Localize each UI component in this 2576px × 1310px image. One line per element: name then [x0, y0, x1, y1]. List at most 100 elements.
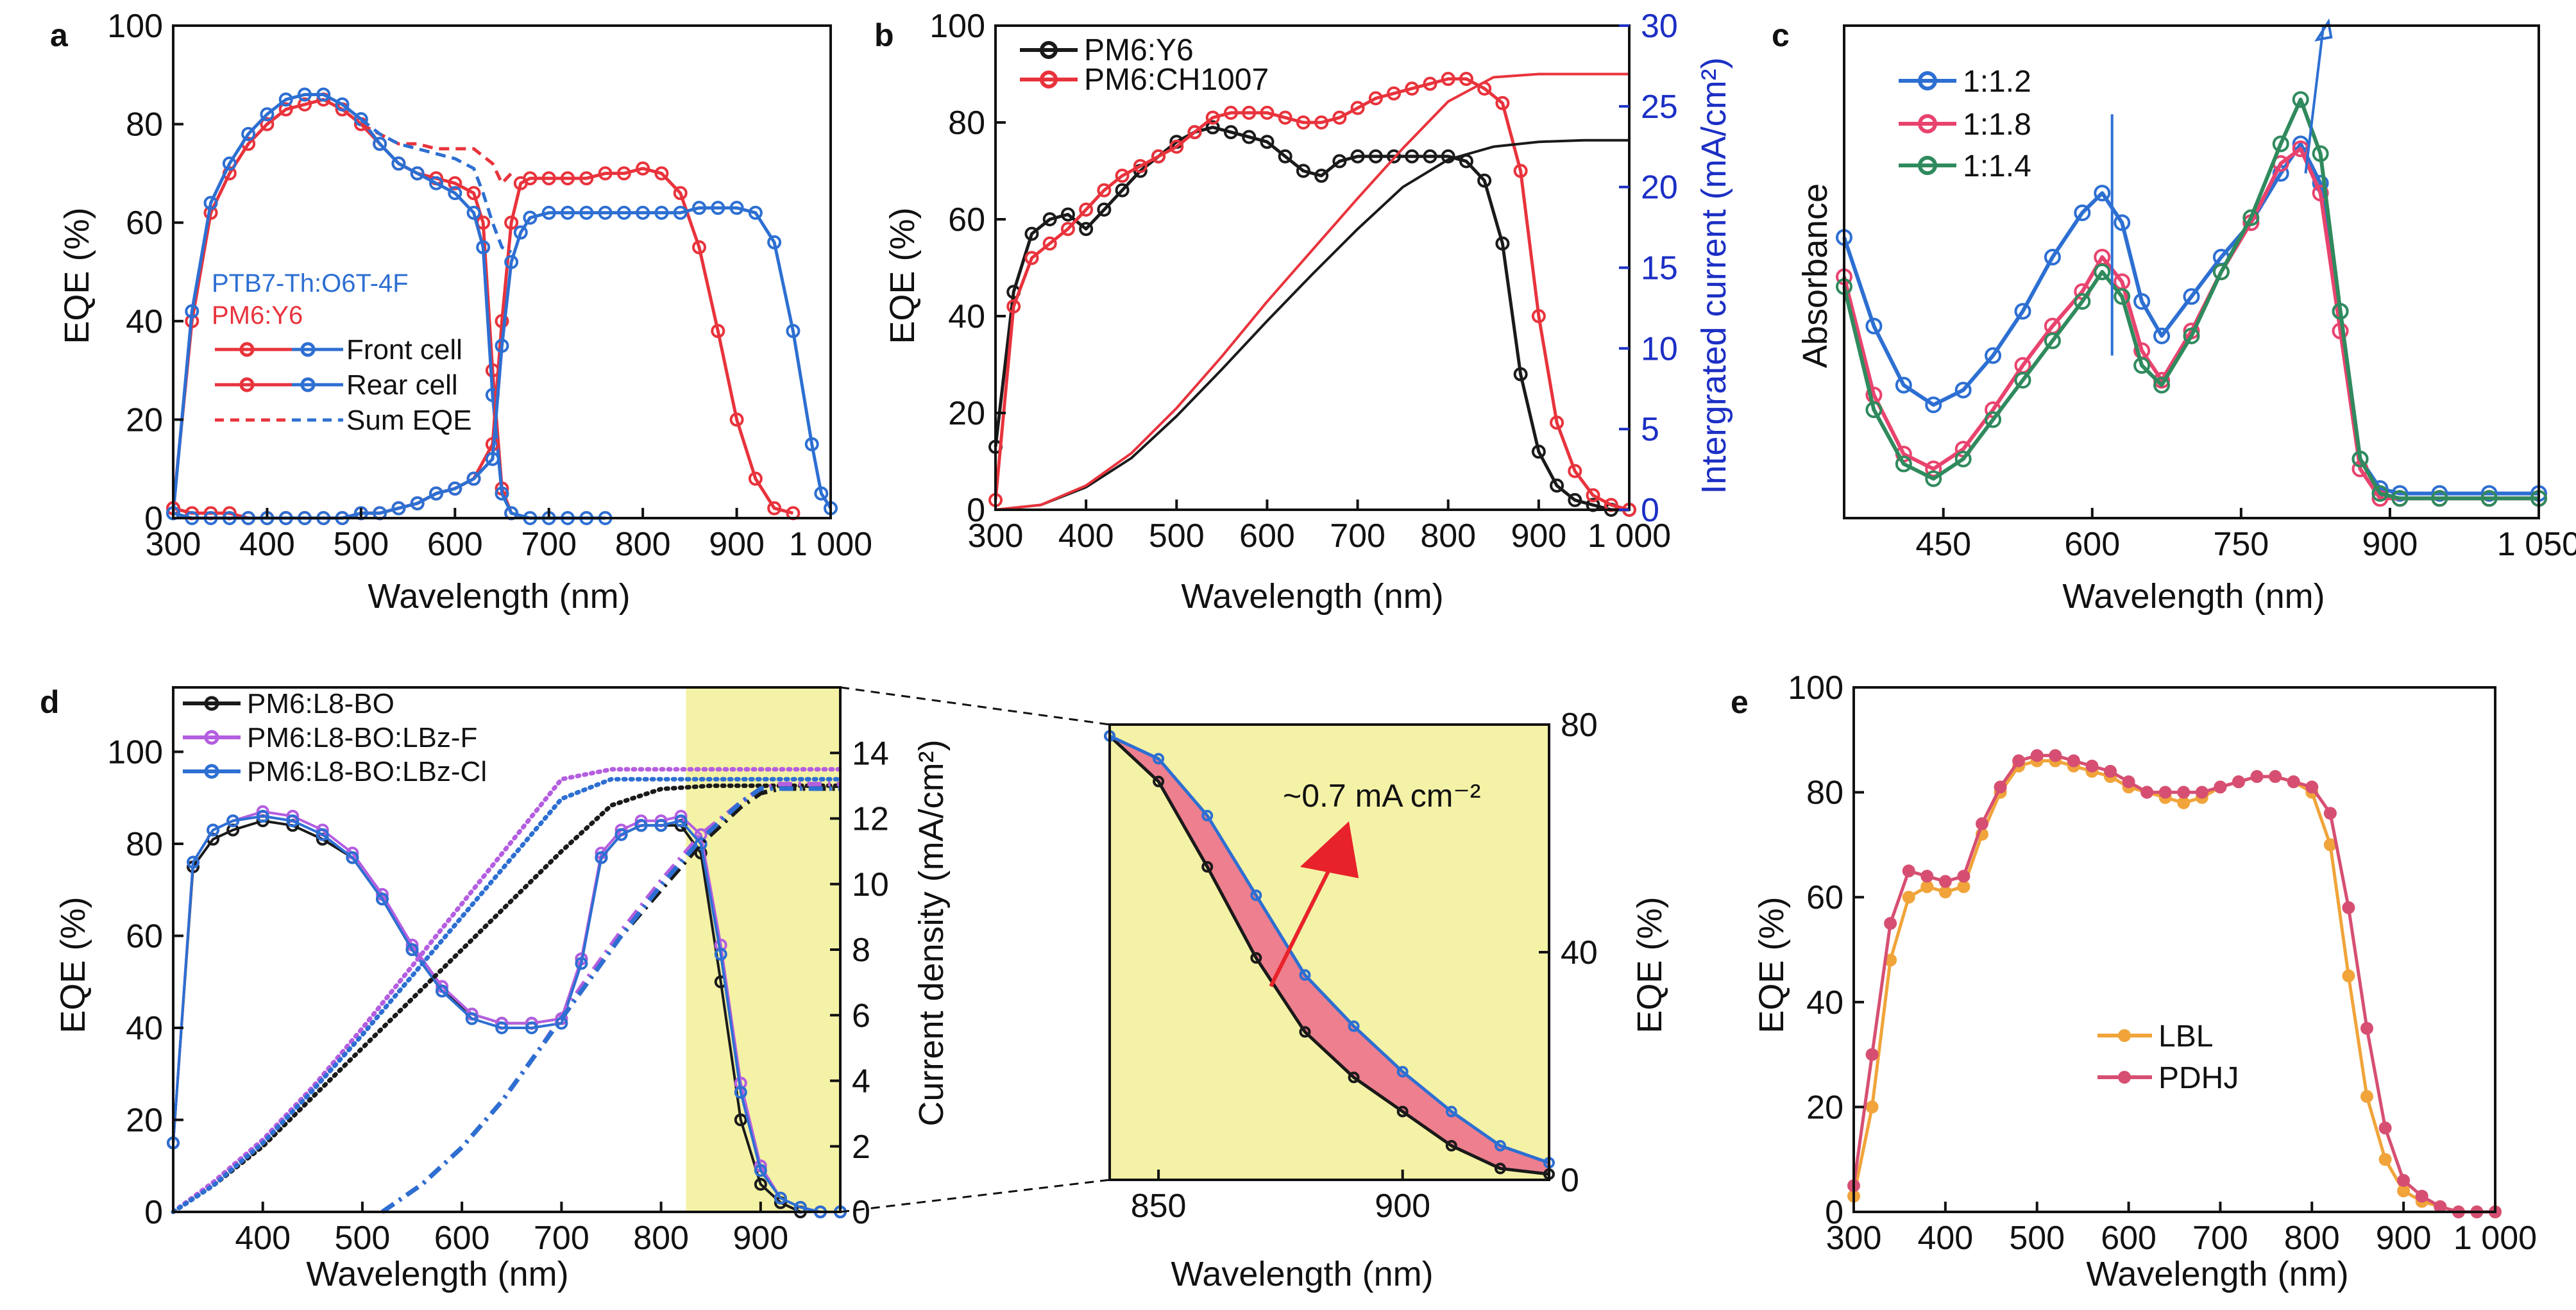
panel-c-data-point — [2212, 264, 2230, 280]
panel-a-data-point — [711, 324, 725, 339]
panel-b-right-y-tick-label: 30 — [1641, 8, 1678, 45]
panel-e-data-point — [1920, 869, 1934, 883]
panel-letter-d: d — [40, 684, 60, 720]
panel-a-data-point — [711, 201, 725, 215]
panel-e-y-tick-label: 80 — [1806, 775, 1843, 812]
panel-a-data-point — [654, 205, 669, 220]
panel-e-data-point — [1938, 886, 1952, 899]
panel-e-y-tick-label: 20 — [1806, 1089, 1843, 1126]
panel-e-data-point — [2287, 775, 2300, 789]
panel-c-data-point — [1985, 347, 2002, 364]
panel-d-series-line — [171, 783, 843, 1214]
panel-a-eqe-chart: 300 400 500 600 700 800 900 1 000 0 20 40 60 80 100 — [107, 8, 872, 563]
panel-d-inset-data-point — [1348, 1020, 1360, 1032]
panel-e-data-point — [2195, 785, 2208, 799]
panel-e-y-tick-label: 0 — [1825, 1194, 1843, 1231]
panel-d-x-tick-label: 900 — [733, 1220, 788, 1257]
panel-c-data-point — [2312, 145, 2329, 162]
panel-c-data-point — [2480, 490, 2498, 507]
panel-e-data-point — [1976, 817, 1988, 830]
panel-letter-c: c — [1772, 17, 1790, 53]
panel-a-data-point — [298, 87, 312, 102]
panel-d-right-y-tick-label: 2 — [852, 1129, 870, 1166]
panel-a-x-tick-label: 500 — [333, 526, 389, 563]
panel-e-data-point — [2360, 1021, 2373, 1035]
panel-e-data-point — [2434, 1200, 2447, 1213]
panel-b-data-point — [1151, 149, 1166, 164]
panel-d-eqe-current-chart: 400 500 600 700 800 900 0 20 40 60 80 100 0 2 4 6 8 10 12 1… — [107, 686, 1110, 1257]
panel-a-y-axis-label: EQE (%) — [58, 207, 96, 344]
panel-b-right-y-tick-label: 5 — [1641, 411, 1659, 448]
panel-a-data-point — [523, 171, 538, 186]
panel-d-inset-series-line — [1108, 734, 1550, 1164]
panel-b-right-y-tick-label: 0 — [1641, 492, 1659, 529]
panel-d-x-tick-label: 700 — [534, 1220, 589, 1257]
panel-b-x-tick-label: 700 — [1330, 517, 1385, 555]
panel-a-x-tick-label: 300 — [146, 526, 201, 563]
panel-b-x-tick-label: 800 — [1420, 517, 1476, 555]
panel-b-data-point — [1513, 367, 1528, 382]
panel-c-absorbance-chart: 450 600 750 900 1 050 — [1836, 18, 2576, 563]
panel-d-data-point — [754, 1177, 767, 1191]
panel-d-inset-data-point — [1396, 1066, 1409, 1078]
panel-a-data-point — [278, 102, 293, 117]
panel-c-x-tick-label: 450 — [1915, 526, 1971, 563]
panel-a-data-point — [391, 501, 406, 516]
panel-b-data-point — [1296, 115, 1310, 130]
panel-c-data-point — [1925, 396, 1942, 414]
panel-e-x-tick-label: 800 — [2284, 1220, 2340, 1257]
panel-d-data-point — [346, 851, 359, 864]
panel-d-y-tick-label: 100 — [107, 734, 163, 771]
panel-d-inset-data-point — [1153, 775, 1165, 787]
panel-c-data-point — [1925, 470, 1942, 487]
panel-b-data-point — [1477, 173, 1492, 188]
panel-d-right-y-tick-label: 4 — [852, 1063, 870, 1100]
panel-d-inset-x-tick-label: 850 — [1131, 1188, 1187, 1225]
panel-b-data-point — [1278, 149, 1292, 164]
panel-e-data-point — [1994, 780, 2007, 794]
panel-a-data-point — [495, 314, 509, 328]
panel-d-data-point — [436, 984, 449, 998]
panel-e-data-point — [2305, 780, 2319, 794]
panel-c-legend-1-1-4: 1:1.4 — [1963, 149, 2031, 183]
panel-a-data-point — [466, 471, 481, 486]
panel-b-data-point — [1441, 72, 1455, 87]
panel-d-data-point — [375, 893, 389, 906]
panel-d-inset-data-point — [1201, 810, 1214, 821]
panel-c-data-point — [2480, 485, 2498, 502]
panel-c-data-point — [2074, 204, 2091, 221]
panel-e-data-point — [2214, 780, 2227, 794]
panel-e-eqe-chart: 300 400 500 600 700 800 900 1 000 0 20 40 60 80 100 — [1788, 669, 2537, 1257]
panel-a-data-point — [410, 166, 425, 181]
panel-b-y-tick-label: 60 — [948, 201, 985, 239]
panel-a-data-point — [185, 304, 199, 319]
panel-c-data-point — [2272, 135, 2289, 153]
panel-a-y-tick-label: 40 — [126, 303, 163, 340]
panel-d-right-y-tick-label: 10 — [852, 866, 889, 903]
panel-d-inset-arrow — [1269, 848, 1341, 987]
panel-a-data-point — [523, 210, 538, 225]
panel-e-legend-pdhj: PDHJ — [2158, 1061, 2239, 1095]
panel-d-inset-data-point — [1250, 952, 1262, 964]
panel-b-data-point — [1314, 169, 1329, 183]
panel-a-data-point — [729, 412, 744, 427]
panel-d-inset-data-point — [1299, 1026, 1311, 1038]
panel-d-right-y-tick-label: 8 — [852, 932, 870, 969]
panel-c-data-point — [2431, 490, 2448, 507]
panel-d-right-y-tick-label: 6 — [852, 997, 870, 1034]
panel-a-x-tick-label: 600 — [427, 526, 483, 563]
panel-c-data-point — [2183, 327, 2200, 344]
panel-c-series-line — [1842, 142, 2539, 496]
panel-d-inset-chart: 850 900 0 40 80 — [1104, 707, 1598, 1225]
panel-b-data-point — [1042, 236, 1057, 251]
panel-c-legend-1-1-2: 1:1.2 — [1963, 65, 2031, 99]
panel-e-data-point — [2378, 1153, 2392, 1166]
panel-b-y-tick-label: 40 — [948, 298, 985, 335]
panel-d-inset-data-point — [1153, 753, 1165, 765]
panel-b-data-point — [1024, 251, 1039, 265]
panel-c-plot-frame — [1843, 24, 2540, 519]
panel-c-data-point — [2044, 332, 2061, 349]
panel-e-data-point — [2232, 775, 2245, 789]
panel-b-data-point — [1223, 125, 1238, 140]
panel-c-x-tick-label: 600 — [2064, 526, 2120, 563]
